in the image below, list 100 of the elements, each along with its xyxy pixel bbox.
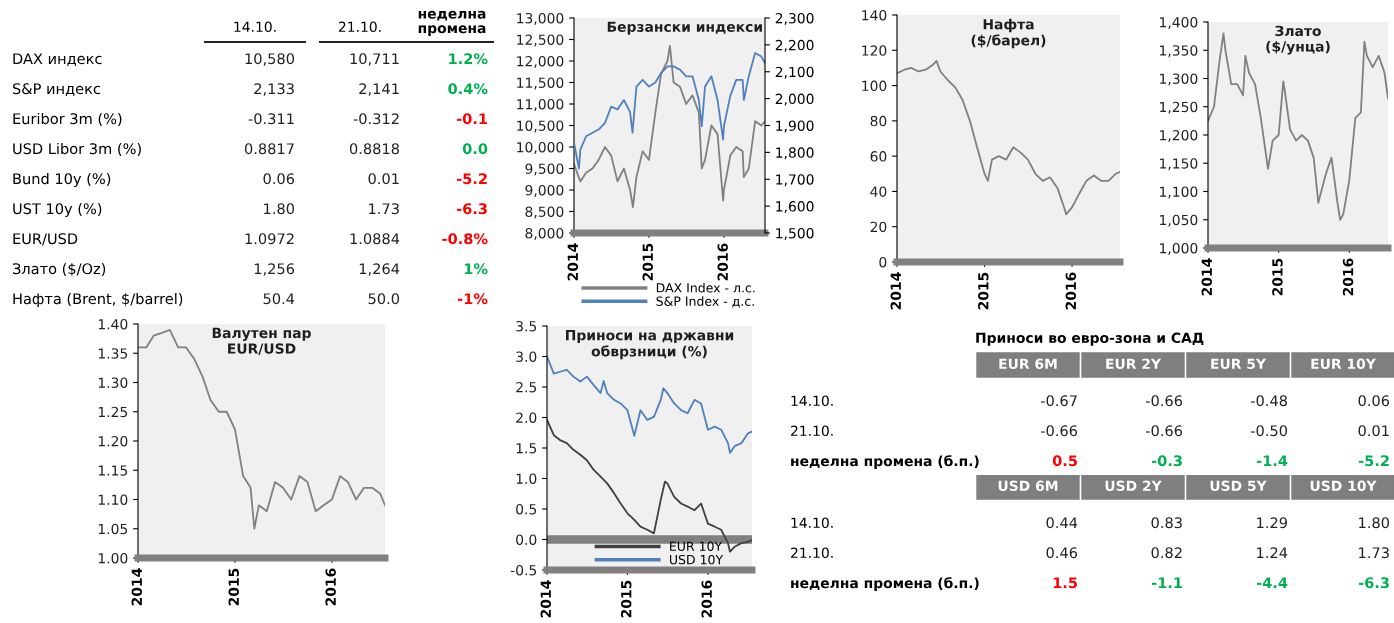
data-label: 1.80 — [264, 203, 295, 215]
line-series — [574, 52, 765, 170]
text: Bund 10y (%) — [13, 172, 111, 188]
chart-title: Берзански индекси — [607, 21, 762, 35]
data-label: 1.29 — [1257, 517, 1287, 529]
y-tick-label: 140 — [862, 9, 887, 21]
data-label: 1.73 — [369, 203, 399, 215]
text: 21.10. — [338, 21, 381, 33]
y-tick-label: -0.5 — [510, 564, 537, 576]
data-label: -0.66 — [1145, 425, 1183, 437]
category-label: EUR 2Y — [1106, 358, 1162, 370]
y-tick-label: 1,300 — [1160, 73, 1198, 86]
y-tick-label: 1.00 — [98, 552, 128, 564]
x-tick-label: 2015 — [642, 243, 653, 281]
category-label: 21.10. — [791, 547, 833, 559]
category-label: USD 2Y — [1105, 480, 1162, 492]
y-tick-label: 1,100 — [1160, 186, 1198, 199]
category-label: USD 6M — [998, 480, 1058, 492]
data-label: -0.3 — [1151, 455, 1182, 467]
y2-tick-label: 2,300 — [775, 12, 814, 25]
y-tick-label: 11,000 — [517, 98, 564, 111]
line-series — [138, 328, 385, 530]
y-tick-label: 1.40 — [98, 318, 128, 330]
y-tick-label: 3.0 — [516, 351, 537, 362]
data-label: -5.2 — [1358, 455, 1389, 467]
data-label: -0.66 — [1145, 395, 1183, 407]
data-label: 1.80 — [1359, 517, 1390, 529]
y-tick-label: 0.5 — [516, 503, 537, 515]
y-tick-label: 1.30 — [98, 377, 128, 388]
data-label: 1,264 — [359, 263, 400, 276]
y-tick-label: 11,500 — [517, 77, 564, 90]
data-label: -0.50 — [1250, 425, 1288, 437]
y-tick-label: 1.5 — [516, 443, 537, 454]
y-tick-label: 80 — [870, 115, 887, 127]
text: неделна промена (б.п.) — [791, 577, 979, 591]
y-tick-label: 1,150 — [1160, 158, 1198, 171]
y-tick-label: 1.35 — [98, 348, 128, 359]
text: 14.10. — [791, 395, 833, 407]
data-label: -0.311 — [248, 113, 294, 125]
y-tick-label: 10,500 — [517, 120, 564, 133]
data-label: 10,580 — [245, 53, 295, 66]
data-label: 0.06 — [263, 173, 295, 185]
x-tick-label: 2016 — [1065, 272, 1077, 310]
y-tick-label: 9,500 — [525, 163, 564, 176]
line-series — [574, 45, 765, 209]
data-label: -0.48 — [1250, 395, 1287, 407]
x-tick-label: 2016 — [325, 568, 336, 606]
y2-tick-label: 1,600 — [776, 201, 814, 214]
y-tick-label: 120 — [862, 45, 887, 56]
data-label: 2,133 — [254, 83, 294, 96]
text: Euribor 3m (%) — [13, 112, 122, 126]
data-label: 0.83 — [1151, 517, 1182, 529]
y-tick-label: 12,000 — [517, 55, 564, 68]
text: Приноси на државни обврзници (%) — [566, 330, 734, 360]
y-tick-label: 1,050 — [1160, 214, 1198, 227]
y-tick-label: 40 — [870, 186, 887, 197]
y-tick-label: 2.5 — [516, 381, 537, 393]
data-label: 1.0884 — [350, 233, 400, 245]
y2-tick-label: 2,200 — [775, 39, 814, 52]
data-label: 1.5 — [1053, 577, 1077, 589]
category-label: USD 5Y — [1210, 480, 1267, 492]
x-tick-label: 2015 — [1272, 258, 1283, 296]
y-tick-label: 13,000 — [517, 12, 564, 25]
x-tick-label: 2014 — [567, 243, 579, 281]
data-label: -6.3 — [1358, 577, 1389, 589]
y-tick-label: 0.0 — [516, 534, 537, 545]
data-label: -1% — [457, 293, 488, 305]
data-label: 0.01 — [1358, 425, 1389, 437]
data-label: 1% — [464, 263, 488, 275]
data-label: 1,256 — [254, 263, 295, 276]
data-label: 0.8817 — [244, 143, 294, 155]
y-tick-label: 1,400 — [1160, 16, 1198, 29]
y-tick-label: 1,000 — [1160, 242, 1198, 255]
y2-tick-label: 1,500 — [776, 227, 814, 240]
text: Злато ($/Oz) — [12, 262, 106, 277]
legend-label: EUR 10Y — [670, 541, 723, 552]
x-tick-label: 2014 — [131, 568, 143, 606]
data-label: 1.73 — [1359, 547, 1389, 559]
text: S&P индекс — [12, 83, 101, 97]
data-label: -1.1 — [1151, 577, 1182, 589]
data-label: -0.66 — [1040, 425, 1078, 437]
legend-label: S&P Index - д.с. — [656, 296, 754, 308]
data-label: -1.4 — [1256, 455, 1288, 467]
y-tick-label: 1,250 — [1160, 101, 1198, 114]
x-tick-label: 2016 — [701, 580, 712, 618]
text: DAX индекс — [13, 53, 102, 67]
category-label: EUR 5Y — [1211, 358, 1267, 370]
x-tick-label: 2015 — [228, 568, 239, 606]
y-tick-label: 8,000 — [525, 227, 564, 240]
data-label: 10,711 — [350, 53, 399, 66]
y-tick-label: 1.10 — [98, 494, 128, 505]
data-label: -0.312 — [353, 113, 399, 125]
y-tick-label: 2.0 — [516, 412, 537, 423]
y-tick-label: 1.20 — [98, 435, 128, 447]
text: Нафта (Brent, $/barrel) — [13, 292, 183, 308]
y-tick-label: 8,500 — [525, 206, 564, 219]
data-label: -0.8% — [442, 233, 488, 245]
y-tick-label: 1.25 — [98, 406, 128, 418]
text: EUR/USD — [13, 233, 78, 246]
data-label: 0.0 — [462, 143, 488, 155]
